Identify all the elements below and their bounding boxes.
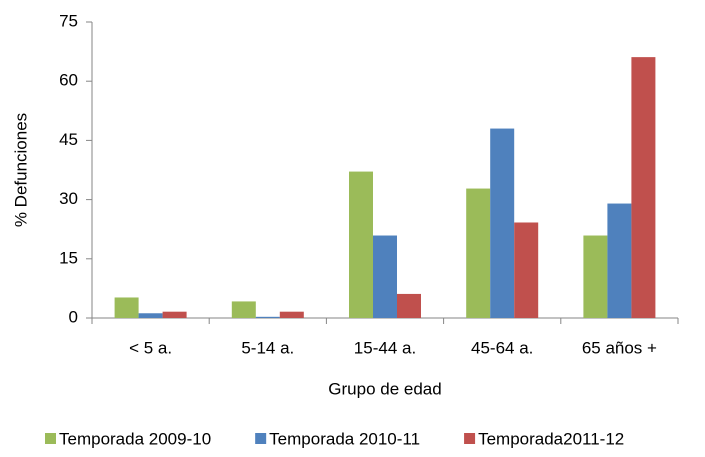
bar [279,311,304,318]
bar [138,313,163,318]
legend-label: Temporada2011-12 [478,429,624,448]
y-tick-label: 75 [59,11,78,30]
bar [466,188,491,318]
bar [631,57,656,318]
bar [373,235,397,318]
bar [114,297,139,318]
bar [607,203,632,318]
bar [490,128,515,318]
y-tick-label: 60 [59,71,78,90]
bar [397,293,421,318]
legend-swatch [464,433,476,444]
y-tick-label: 15 [59,248,78,267]
bar [255,316,280,318]
x-tick-label: 65 años + [582,338,657,357]
legend-label: Temporada 2010-11 [269,429,420,448]
bar [231,301,256,318]
x-axis-label: Grupo de edad [328,379,441,398]
x-tick-label: 45-64 a. [471,338,533,357]
legend-swatch [45,433,56,444]
bar [349,171,373,318]
y-tick-label: 0 [69,307,78,326]
x-tick-label: 5-14 a. [241,338,294,357]
y-tick-label: 45 [59,130,78,149]
y-axis-label: % Defunciones [11,113,30,227]
legend-label: Temporada 2009-10 [59,429,211,448]
bar [514,222,539,318]
bar [583,235,608,318]
x-tick-label: < 5 a. [129,338,172,357]
bar [162,311,187,318]
y-tick-label: 30 [59,189,78,208]
x-tick-label: 15-44 a. [354,338,416,357]
legend-swatch [255,433,267,444]
